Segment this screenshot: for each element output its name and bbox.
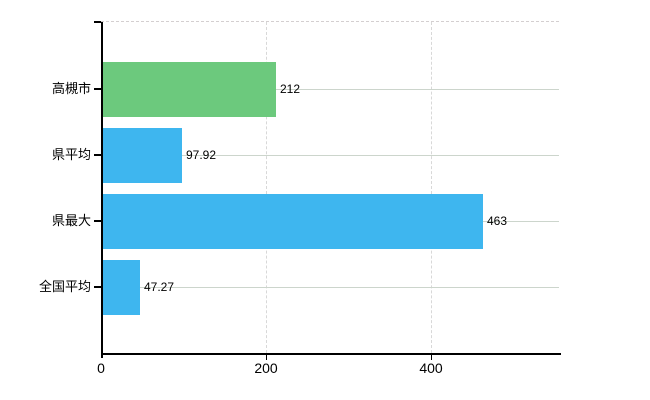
category-label: 高槻市	[51, 81, 91, 96]
value-label: 463	[487, 214, 508, 228]
bar	[103, 62, 276, 117]
category-label: 県最大	[51, 213, 91, 228]
category-label: 県平均	[51, 147, 91, 162]
y-axis-tick	[94, 88, 101, 90]
category-label: 全国平均	[38, 279, 91, 294]
y-axis-tick	[94, 286, 101, 288]
x-tick-label: 0	[97, 360, 105, 376]
value-label: 47.27	[144, 280, 175, 294]
y-axis-tick	[94, 154, 101, 156]
y-axis-top-tick	[94, 21, 101, 23]
bar	[103, 128, 182, 183]
value-label: 212	[280, 82, 301, 96]
plot-top-border	[101, 21, 559, 22]
value-label: 97.92	[186, 148, 217, 162]
v-gridline	[431, 22, 432, 353]
x-axis-tick	[266, 355, 267, 360]
x-tick-label: 200	[254, 360, 278, 376]
x-axis-line	[101, 353, 561, 355]
x-axis-tick	[431, 355, 432, 360]
bar	[103, 260, 140, 315]
h-gridline	[103, 287, 559, 288]
y-axis-tick	[94, 220, 101, 222]
v-gridline	[266, 22, 267, 353]
x-tick-label: 400	[419, 360, 443, 376]
h-gridline	[103, 155, 559, 156]
bar	[103, 194, 483, 249]
h-gridline	[103, 89, 559, 90]
y-axis-line	[101, 22, 103, 358]
